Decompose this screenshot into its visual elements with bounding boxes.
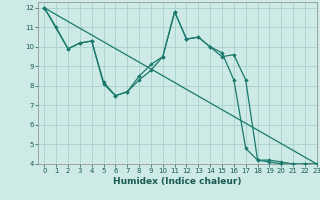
X-axis label: Humidex (Indice chaleur): Humidex (Indice chaleur) <box>113 177 242 186</box>
